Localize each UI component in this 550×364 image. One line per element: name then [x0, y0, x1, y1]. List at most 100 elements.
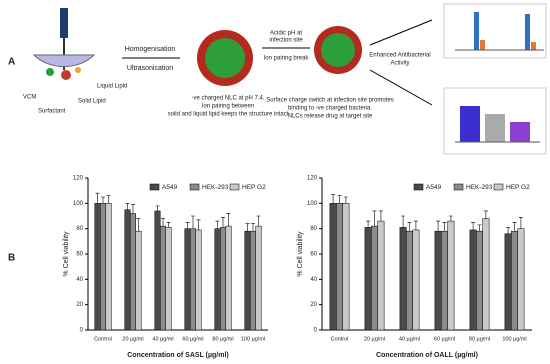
- label: binding to -ve charged bacteria.: [288, 106, 372, 112]
- bar: [184, 228, 191, 331]
- label: Liquid Lipid: [97, 84, 127, 90]
- error-bar: [226, 213, 231, 227]
- x-tick-label: 60 µg/ml: [182, 336, 203, 342]
- error-bar: [337, 195, 342, 204]
- error-bar: [155, 205, 160, 211]
- bar: [336, 203, 343, 331]
- error-bar: [221, 216, 225, 228]
- legend-label: A549: [426, 184, 442, 191]
- nlc-core: [321, 33, 355, 67]
- bar: [412, 229, 420, 331]
- error-bar: [401, 215, 406, 228]
- y-tick-label: 0: [80, 328, 84, 334]
- label: Ion pairing break: [264, 56, 310, 62]
- bar: [469, 229, 477, 331]
- arrow: [369, 19, 433, 46]
- error-bar: [413, 220, 418, 230]
- error-bar: [131, 204, 135, 214]
- x-tick-label: 100 µg/ml: [241, 336, 265, 342]
- error-bar: [407, 222, 412, 232]
- x-tick-label: 80 µg/ml: [212, 336, 233, 342]
- error-bar: [436, 220, 441, 232]
- panel-label: A: [8, 57, 15, 68]
- y-tick-label: 60: [310, 252, 317, 258]
- y-tick-label: 20: [76, 302, 83, 308]
- bar: [135, 230, 142, 331]
- legend-label: HEK-293: [466, 184, 493, 191]
- bar: [447, 220, 455, 331]
- label: Surface charge switch at infection site …: [266, 98, 393, 104]
- nlc-core: [205, 38, 245, 78]
- y-tick-label: 100: [73, 201, 84, 207]
- error-bar: [471, 222, 476, 230]
- bar: [517, 228, 525, 331]
- legend-label: HEP G2: [506, 184, 530, 191]
- error-bar: [372, 210, 377, 227]
- y-tick-label: 0: [314, 328, 318, 334]
- bar: [504, 233, 512, 331]
- y-axis-label: % Cell viability: [297, 231, 304, 277]
- x-tick-label: Control: [331, 336, 349, 342]
- x-tick-label: 40 µg/ml: [152, 336, 173, 342]
- label: Surfactant: [38, 109, 66, 115]
- y-tick-label: 40: [76, 277, 83, 283]
- x-tick-label: 20 µg/ml: [122, 336, 143, 342]
- y-tick-label: 40: [310, 277, 317, 283]
- legend-swatch: [189, 183, 200, 191]
- bar: [377, 220, 385, 331]
- error-bar: [448, 215, 453, 222]
- legend-label: HEP G2: [242, 184, 266, 191]
- charts: 0 20 40 60 80 100 120 % Cell viability Concentra…: [63, 176, 532, 359]
- inset-chart: [443, 3, 547, 59]
- error-bar: [95, 192, 100, 204]
- bar: [399, 227, 407, 331]
- legend-swatch: [229, 183, 240, 191]
- error-bar: [166, 222, 171, 228]
- y-tick-label: 80: [310, 226, 317, 232]
- error-bar: [161, 218, 165, 227]
- bar: [160, 225, 166, 331]
- bar: [130, 213, 136, 331]
- bar: [154, 210, 161, 331]
- label: Enhanced Antibacterial: [369, 53, 430, 59]
- legend-swatch: [413, 183, 424, 191]
- legend-swatch: [149, 183, 160, 191]
- x-tick-label: 80 µg/ml: [469, 336, 490, 342]
- error-bar: [191, 215, 195, 229]
- x-tick-label: 60 µg/ml: [434, 336, 455, 342]
- error-bar: [512, 222, 517, 232]
- beaker: [32, 54, 96, 68]
- bar: [441, 230, 448, 331]
- bar: [214, 228, 221, 331]
- bar: [476, 230, 483, 331]
- bar: [364, 227, 372, 331]
- bar: [220, 227, 226, 331]
- label: Ultrasonication: [127, 65, 173, 72]
- bar: [482, 218, 490, 331]
- legend-swatch: [493, 183, 504, 191]
- error-bar: [483, 210, 488, 219]
- bar: [244, 230, 251, 331]
- x-axis-label: Concentration of OALL (µg/ml): [376, 352, 478, 359]
- label: Activity: [390, 61, 409, 67]
- label: Homogenisation: [125, 46, 176, 53]
- lipid: [61, 70, 71, 80]
- error-bar: [196, 219, 201, 230]
- y-tick-label: 100: [307, 201, 318, 207]
- x-tick-label: 20 µg/ml: [364, 336, 385, 342]
- schematic: A B VCM Surfactant Solid Lipid Liquid Li…: [8, 3, 547, 264]
- bar: [255, 225, 262, 331]
- bar: [94, 203, 101, 331]
- y-tick-label: 80: [76, 226, 83, 232]
- bar: [329, 203, 337, 331]
- error-bar: [251, 223, 255, 232]
- label: Solid Lipid: [78, 99, 106, 105]
- bar: [195, 229, 202, 331]
- error-bar: [442, 222, 447, 232]
- error-bar: [477, 224, 482, 232]
- label: -ve charged NLC at pH 7.4.: [191, 96, 264, 102]
- error-bar: [185, 222, 190, 229]
- bar: [511, 230, 518, 331]
- error-bar: [136, 218, 141, 232]
